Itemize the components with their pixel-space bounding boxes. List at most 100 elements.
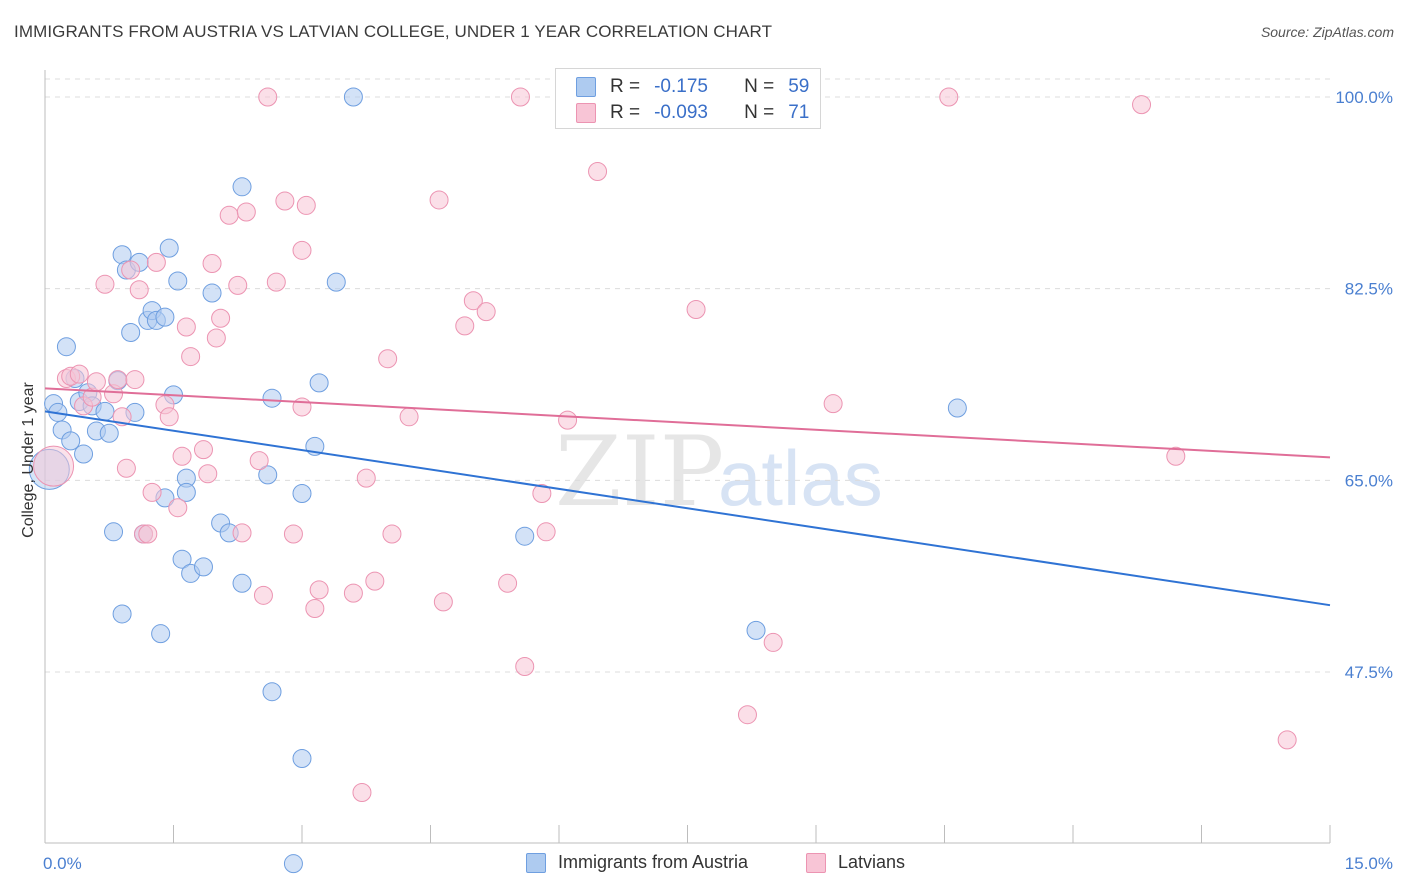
austria-point — [232, 177, 252, 197]
trend-lines — [44, 387, 1331, 607]
latvian-point — [536, 522, 556, 542]
y-tick-label: 47.5% — [1345, 663, 1393, 682]
latvian-point — [939, 87, 959, 107]
latvian-point — [193, 440, 213, 460]
austria-point — [112, 604, 132, 624]
latvian-point — [116, 458, 136, 478]
latvian-point — [588, 161, 608, 181]
latvian-point — [515, 657, 535, 677]
data-points — [28, 87, 1297, 874]
latvian-point — [219, 205, 239, 225]
austria-point — [99, 423, 119, 443]
austria-point — [343, 87, 363, 107]
latvian-point — [737, 705, 757, 725]
latvian-point — [686, 299, 706, 319]
bottom-legend-latvians: Latvians — [806, 852, 905, 873]
austria-point — [292, 749, 312, 769]
latvian-point — [532, 483, 552, 503]
legend-n-label: N = — [744, 76, 775, 97]
austria-point — [176, 482, 196, 502]
y-tick-label: 100.0% — [1335, 88, 1393, 107]
latvian-point — [292, 397, 312, 417]
austria-point — [104, 522, 124, 542]
legend-n-value: 71 — [788, 102, 810, 123]
latvian-point — [266, 272, 286, 292]
latvian-point — [365, 571, 385, 591]
latvian-swatch-icon — [576, 103, 596, 123]
bottom-legend-label: Latvians — [838, 852, 906, 872]
tick-labels: 47.5% 65.0% 82.5% 100.0% 0.0% 15.0% — [43, 88, 1393, 873]
latvian-point — [296, 195, 316, 215]
latvian-point — [305, 598, 325, 618]
latvian-point — [558, 410, 578, 430]
latvian-point — [823, 394, 843, 414]
latvian-point — [95, 274, 115, 294]
latvian-point — [476, 302, 496, 322]
latvian-point — [763, 632, 783, 652]
legend-r-value: -0.093 — [654, 102, 708, 123]
latvian-point — [498, 573, 518, 593]
austria-point — [292, 483, 312, 503]
latvian-point — [206, 328, 226, 348]
legend-r-label: R = — [610, 102, 641, 123]
austria-point — [232, 573, 252, 593]
austria-point — [172, 549, 192, 569]
latvian-point — [228, 275, 248, 295]
latvian-point — [125, 370, 145, 390]
y-tick-label: 82.5% — [1345, 280, 1393, 299]
x-tick-label-max: 15.0% — [1345, 854, 1393, 873]
austria-point — [309, 373, 329, 393]
latvian-point — [146, 252, 166, 272]
latvian-point — [463, 291, 483, 311]
latvian-point — [455, 316, 475, 336]
austria-point — [121, 322, 141, 342]
latvian-point — [433, 592, 453, 612]
latvian-trend-line — [44, 387, 1331, 459]
latvian-point — [86, 372, 106, 392]
legend-n-label: N = — [744, 102, 775, 123]
austria-swatch-icon — [576, 77, 596, 97]
bottom-legend-label: Immigrants from Austria — [558, 852, 749, 872]
latvian-point — [249, 451, 269, 471]
austria-point — [168, 271, 188, 291]
watermark-atlas: atlas — [718, 434, 883, 522]
latvian-point — [429, 190, 449, 210]
latvian-point — [352, 782, 372, 802]
x-tick-label-min: 0.0% — [43, 854, 82, 873]
latvian-point — [399, 407, 419, 427]
latvian-point — [138, 524, 158, 544]
latvian-point — [236, 202, 256, 222]
austria-point — [258, 465, 278, 485]
latvian-point — [211, 308, 231, 328]
latvian-point — [275, 191, 295, 211]
legend-n-value: 59 — [788, 76, 810, 97]
austria-point — [326, 272, 346, 292]
latvian-point — [1132, 95, 1152, 115]
latvian-point — [129, 280, 149, 300]
austria-point — [202, 283, 222, 303]
latvian-point — [1166, 446, 1186, 466]
latvian-point — [202, 253, 222, 273]
latvian-point — [343, 583, 363, 603]
latvian-point — [253, 585, 273, 605]
legend-row-latvians: R = -0.093 N = 71 — [576, 101, 809, 125]
austria-point — [56, 337, 76, 357]
austria-point — [95, 401, 115, 421]
austria-point — [947, 398, 967, 418]
austria-point — [746, 620, 766, 640]
austria-point — [193, 557, 213, 577]
latvian-point — [356, 468, 376, 488]
latvian-point — [181, 347, 201, 367]
austria-point — [61, 431, 81, 451]
latvian-point — [176, 317, 196, 337]
legend-r-value: -0.175 — [654, 76, 708, 97]
source-note: Source: ZipAtlas.com — [1260, 24, 1394, 40]
latvian-swatch-icon — [806, 852, 826, 873]
austria-point — [159, 238, 179, 258]
latvian-point — [121, 260, 141, 280]
latvian-point — [292, 240, 312, 260]
latvian-point — [142, 482, 162, 502]
austria-point — [515, 526, 535, 546]
latvian-point — [309, 580, 329, 600]
